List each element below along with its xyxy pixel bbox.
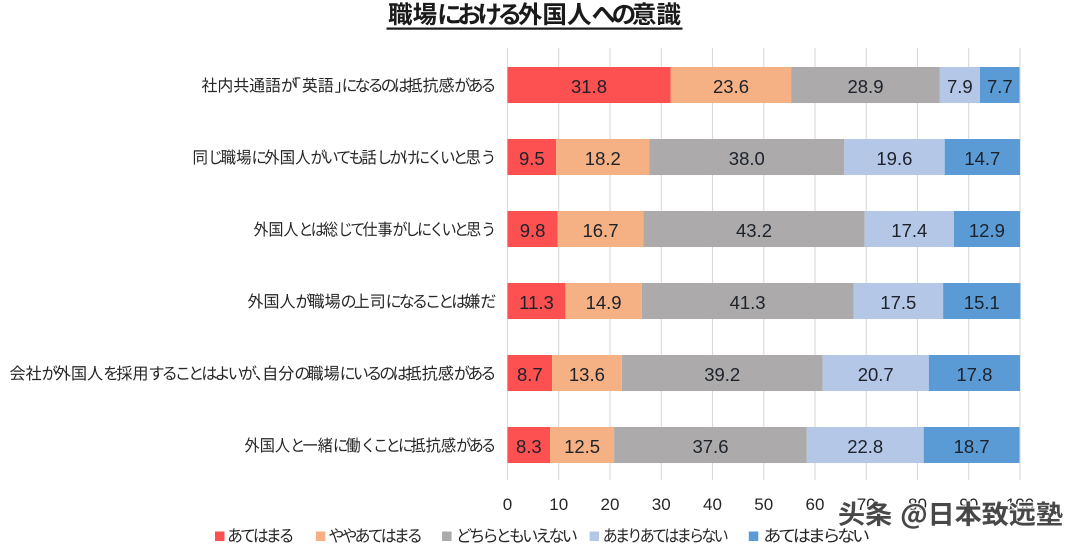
svg-text:28.9: 28.9 <box>847 76 883 97</box>
svg-text:20.7: 20.7 <box>858 364 894 385</box>
svg-text:7.9: 7.9 <box>947 76 973 97</box>
svg-text:11.3: 11.3 <box>519 292 554 313</box>
svg-text:19.6: 19.6 <box>876 148 912 169</box>
svg-text:40: 40 <box>703 495 722 514</box>
svg-text:41.3: 41.3 <box>730 292 766 313</box>
svg-text:18.2: 18.2 <box>585 148 621 169</box>
svg-text:60: 60 <box>806 495 825 514</box>
svg-text:14.7: 14.7 <box>964 148 1000 169</box>
svg-text:43.2: 43.2 <box>736 220 772 241</box>
svg-text:17.5: 17.5 <box>880 292 916 313</box>
svg-text:9.5: 9.5 <box>519 148 545 169</box>
svg-text:20: 20 <box>601 495 620 514</box>
svg-text:10: 10 <box>549 495 568 514</box>
svg-text:18.7: 18.7 <box>954 436 990 457</box>
svg-text:31.8: 31.8 <box>571 76 607 97</box>
svg-text:30: 30 <box>652 495 671 514</box>
svg-text:50: 50 <box>754 495 773 514</box>
svg-text:0: 0 <box>503 495 512 514</box>
svg-text:8.3: 8.3 <box>516 436 542 457</box>
svg-text:7.7: 7.7 <box>987 76 1013 97</box>
svg-text:16.7: 16.7 <box>582 220 618 241</box>
svg-text:17.4: 17.4 <box>891 220 927 241</box>
svg-text:12.5: 12.5 <box>564 436 600 457</box>
svg-text:15.1: 15.1 <box>964 292 1000 313</box>
svg-text:8.7: 8.7 <box>517 364 543 385</box>
svg-text:9.8: 9.8 <box>520 220 546 241</box>
svg-text:13.6: 13.6 <box>569 364 605 385</box>
svg-text:14.9: 14.9 <box>586 292 622 313</box>
svg-text:37.6: 37.6 <box>692 436 728 457</box>
svg-text:39.2: 39.2 <box>704 364 740 385</box>
svg-text:12.9: 12.9 <box>969 220 1005 241</box>
svg-text:23.6: 23.6 <box>713 76 749 97</box>
svg-text:22.8: 22.8 <box>847 436 883 457</box>
svg-text:38.0: 38.0 <box>729 148 765 169</box>
svg-text:17.8: 17.8 <box>956 364 992 385</box>
